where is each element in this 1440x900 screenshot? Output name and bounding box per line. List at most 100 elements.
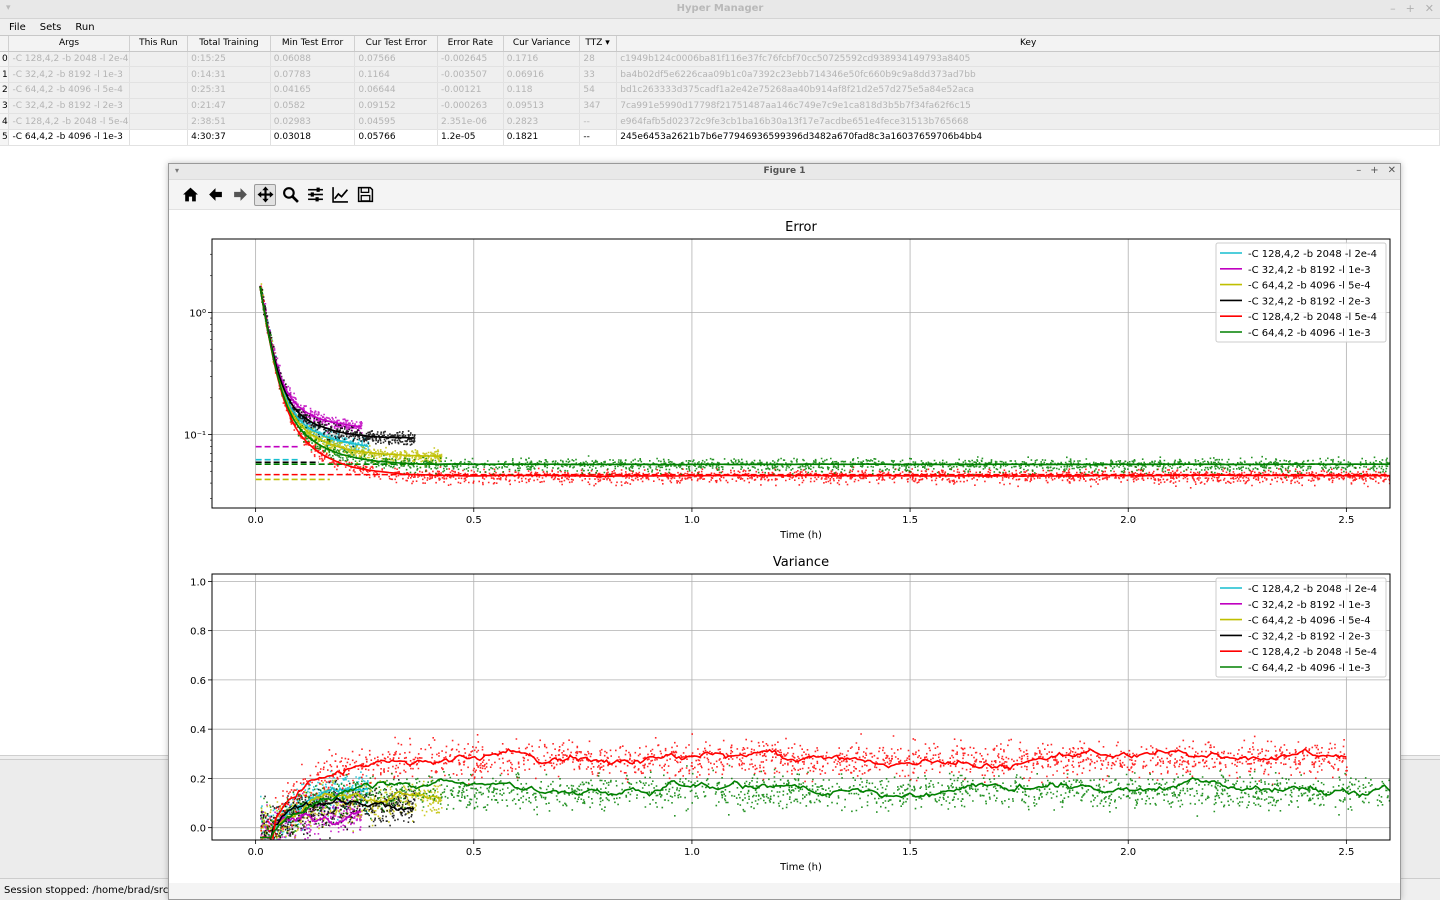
cell-cur-variance[interactable]: 0.1716 (503, 51, 581, 68)
edit-axis-button[interactable] (329, 184, 351, 206)
cell-this-run[interactable] (129, 129, 189, 146)
home-icon (182, 187, 198, 202)
cell-min-test-error[interactable]: 0.0582 (270, 98, 356, 115)
table-row[interactable]: 2 -C 64,4,2 -b 4096 -l 5e-4 0:25:31 0.04165… (0, 82, 1440, 99)
table-row[interactable]: 5 -C 64,4,2 -b 4096 -l 1e-3 4:30:37 0.03018… (0, 129, 1440, 146)
figure-menu-icon[interactable]: ▾ (175, 166, 180, 175)
window-menu-icon[interactable]: ▾ (6, 3, 11, 13)
cell-cur-test-error[interactable]: 0.04595 (354, 113, 438, 130)
cell-ttz[interactable]: 54 (579, 82, 618, 99)
cell-this-run[interactable] (129, 113, 189, 130)
column-header-total-training[interactable]: Total Training (187, 36, 271, 52)
home-button[interactable] (179, 184, 201, 206)
figure-minimize-icon[interactable]: – (1356, 165, 1362, 176)
cell-ttz[interactable]: 347 (579, 98, 618, 115)
column-header-cur-variance[interactable]: Cur Variance (503, 36, 581, 52)
cell-error-rate[interactable]: -0.000263 (437, 98, 504, 115)
cell-error-rate[interactable]: -0.002645 (437, 51, 504, 68)
cell-key[interactable]: c1949b124c0006ba81f116e37fc76fcbf70cc507… (616, 51, 1440, 68)
maximize-icon[interactable]: + (1405, 2, 1415, 15)
cell-cur-test-error[interactable]: 0.09152 (354, 98, 438, 115)
plot-canvas[interactable]: Error 0.0 0.5 1.0 1.5 2.0 2.5 10⁰ 10⁻¹ Time (h) -C… (169, 210, 1400, 883)
cell-this-run[interactable] (129, 51, 189, 68)
column-header-args[interactable]: Args (8, 36, 130, 52)
table-row[interactable]: 4 -C 128,4,2 -b 2048 -l 5e-4 2:38:51 0.0298… (0, 113, 1440, 130)
cell-cur-variance[interactable]: 0.06916 (503, 66, 581, 83)
cell-ttz[interactable]: -- (579, 129, 618, 146)
cell-error-rate[interactable]: 2.351e-06 (437, 113, 504, 130)
figure-maximize-icon[interactable]: + (1370, 165, 1379, 176)
cell-cur-variance[interactable]: 0.2823 (503, 113, 581, 130)
minimize-icon[interactable]: – (1390, 2, 1396, 15)
cell-args[interactable]: -C 32,4,2 -b 8192 -l 1e-3 (8, 66, 130, 83)
close-icon[interactable]: ✕ (1424, 2, 1434, 15)
cell-key[interactable]: bd1c263333d375cadf1a2e42e75268aa40b914af… (616, 82, 1440, 99)
zoom-button[interactable] (279, 184, 301, 206)
cell-key[interactable]: 245e6453a2621b7b6e77946936599396d3482a67… (616, 129, 1440, 146)
cell-cur-variance[interactable]: 0.118 (503, 82, 581, 99)
cell-key[interactable]: ba4b02df5e6226caa09b1c0a7392c23ebb714346… (616, 66, 1440, 83)
row-number[interactable]: 2 (0, 82, 10, 99)
back-button[interactable] (204, 184, 226, 206)
cell-total-training[interactable]: 4:30:37 (187, 129, 271, 146)
column-header-this-run[interactable]: This Run (129, 36, 189, 52)
row-number[interactable]: 0 (0, 51, 10, 68)
chart-title: Error (785, 220, 817, 235)
cell-this-run[interactable] (129, 66, 189, 83)
cell-ttz[interactable]: -- (579, 113, 618, 130)
column-header-error-rate[interactable]: Error Rate (437, 36, 504, 52)
menu-file[interactable]: File (9, 21, 26, 33)
cell-this-run[interactable] (129, 98, 189, 115)
cell-key[interactable]: 7ca991e5990d17798f21751487aa146c749e7c9e… (616, 98, 1440, 115)
cell-min-test-error[interactable]: 0.06088 (270, 51, 356, 68)
save-button[interactable] (354, 184, 376, 206)
pan-button[interactable] (254, 183, 276, 206)
table-row[interactable]: 1 -C 32,4,2 -b 8192 -l 1e-3 0:14:31 0.07783… (0, 66, 1440, 83)
column-header-cur-test-error[interactable]: Cur Test Error (354, 36, 438, 52)
figure-close-icon[interactable]: ✕ (1387, 165, 1396, 176)
cell-cur-test-error[interactable]: 0.07566 (354, 51, 438, 68)
row-number[interactable]: 3 (0, 98, 10, 115)
cell-cur-test-error[interactable]: 0.05766 (354, 129, 438, 146)
cell-args[interactable]: -C 128,4,2 -b 2048 -l 5e-4 (8, 113, 130, 130)
column-header-key[interactable]: Key (616, 36, 1440, 52)
cell-min-test-error[interactable]: 0.07783 (270, 66, 356, 83)
configure-subplots-button[interactable] (304, 184, 326, 206)
menu-run[interactable]: Run (75, 21, 95, 33)
cell-cur-variance[interactable]: 0.1821 (503, 129, 581, 146)
cell-min-test-error[interactable]: 0.02983 (270, 113, 356, 130)
row-number[interactable]: 1 (0, 66, 10, 83)
cell-cur-test-error[interactable]: 0.1164 (354, 66, 438, 83)
menu-sets[interactable]: Sets (39, 21, 62, 33)
cell-args[interactable]: -C 128,4,2 -b 2048 -l 2e-4 (8, 51, 130, 68)
cell-ttz[interactable]: 28 (579, 51, 618, 68)
cell-total-training[interactable]: 0:14:31 (187, 66, 271, 83)
cell-min-test-error[interactable]: 0.03018 (270, 129, 356, 146)
cell-min-test-error[interactable]: 0.04165 (270, 82, 356, 99)
column-header-min-test-error[interactable]: Min Test Error (270, 36, 356, 52)
row-number[interactable]: 4 (0, 113, 10, 130)
table-row[interactable]: 0 -C 128,4,2 -b 2048 -l 2e-4 0:15:25 0.0608… (0, 51, 1440, 68)
chart-title: Variance (773, 555, 829, 570)
cell-args[interactable]: -C 32,4,2 -b 8192 -l 2e-3 (8, 98, 130, 115)
cell-cur-variance[interactable]: 0.09513 (503, 98, 581, 115)
cell-error-rate[interactable]: -0.00121 (437, 82, 504, 99)
cell-total-training[interactable]: 0:25:31 (187, 82, 271, 99)
figure-window[interactable]: ▾ Figure 1 – + ✕ (168, 163, 1401, 900)
cell-total-training[interactable]: 0:15:25 (187, 51, 271, 68)
series-points (260, 285, 1390, 489)
table-row[interactable]: 3 -C 32,4,2 -b 8192 -l 2e-3 0:21:47 0.0582 0… (0, 98, 1440, 115)
cell-error-rate[interactable]: -0.003507 (437, 66, 504, 83)
cell-this-run[interactable] (129, 82, 189, 99)
cell-cur-test-error[interactable]: 0.06644 (354, 82, 438, 99)
cell-error-rate[interactable]: 1.2e-05 (437, 129, 504, 146)
cell-total-training[interactable]: 0:21:47 (187, 98, 271, 115)
cell-args[interactable]: -C 64,4,2 -b 4096 -l 1e-3 (8, 129, 130, 146)
cell-args[interactable]: -C 64,4,2 -b 4096 -l 5e-4 (8, 82, 130, 99)
column-header-ttz[interactable]: TTZ ▾ (579, 36, 618, 52)
cell-ttz[interactable]: 33 (579, 66, 618, 83)
cell-key[interactable]: e964fafb5d02372c9fe3cb1ba16b30a13f17e7ac… (616, 113, 1440, 130)
forward-button[interactable] (229, 184, 251, 206)
cell-total-training[interactable]: 2:38:51 (187, 113, 271, 130)
row-number[interactable]: 5 (0, 129, 10, 146)
